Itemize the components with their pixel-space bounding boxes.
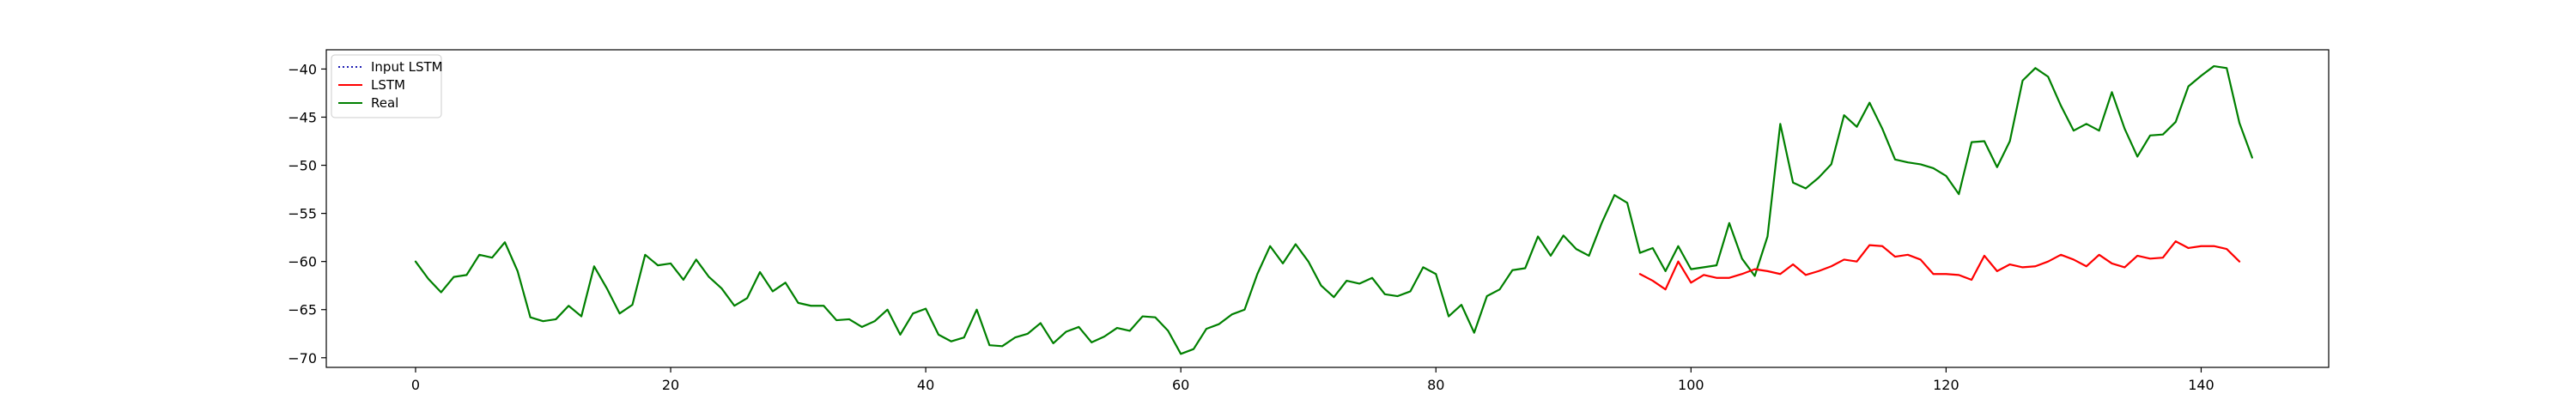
y-tick-label: −40 [288, 61, 317, 77]
x-tick-label: 0 [411, 377, 420, 393]
legend-label: LSTM [371, 77, 405, 93]
x-tick-label: 60 [1172, 377, 1189, 393]
series-line-real [414, 64, 2253, 355]
x-axis: 0 20 40 60 80 100 120 140 [411, 367, 2215, 393]
legend-label: Real [371, 95, 398, 111]
x-tick-label: 80 [1427, 377, 1444, 393]
y-tick-label: −45 [288, 109, 317, 125]
axes-frame [325, 49, 2330, 368]
y-axis: −40 −45 −50 −55 −60 −65 −70 [288, 61, 326, 367]
legend: Input LSTM LSTM Real [331, 54, 443, 118]
y-tick-label: −60 [288, 254, 317, 270]
series-line-lstm [1638, 240, 2241, 291]
x-tick-label: 20 [662, 377, 679, 393]
legend-label: Input LSTM [371, 59, 443, 75]
series-layer [414, 64, 2253, 355]
y-tick-label: −50 [288, 158, 317, 174]
y-tick-label: −55 [288, 206, 317, 222]
x-tick-label: 100 [1678, 377, 1704, 393]
legend-box [331, 54, 442, 118]
x-tick-label: 120 [1933, 377, 1959, 393]
x-tick-label: 40 [917, 377, 934, 393]
y-tick-label: −70 [288, 350, 317, 367]
x-tick-label: 140 [2188, 377, 2215, 393]
y-tick-label: −65 [288, 302, 317, 318]
